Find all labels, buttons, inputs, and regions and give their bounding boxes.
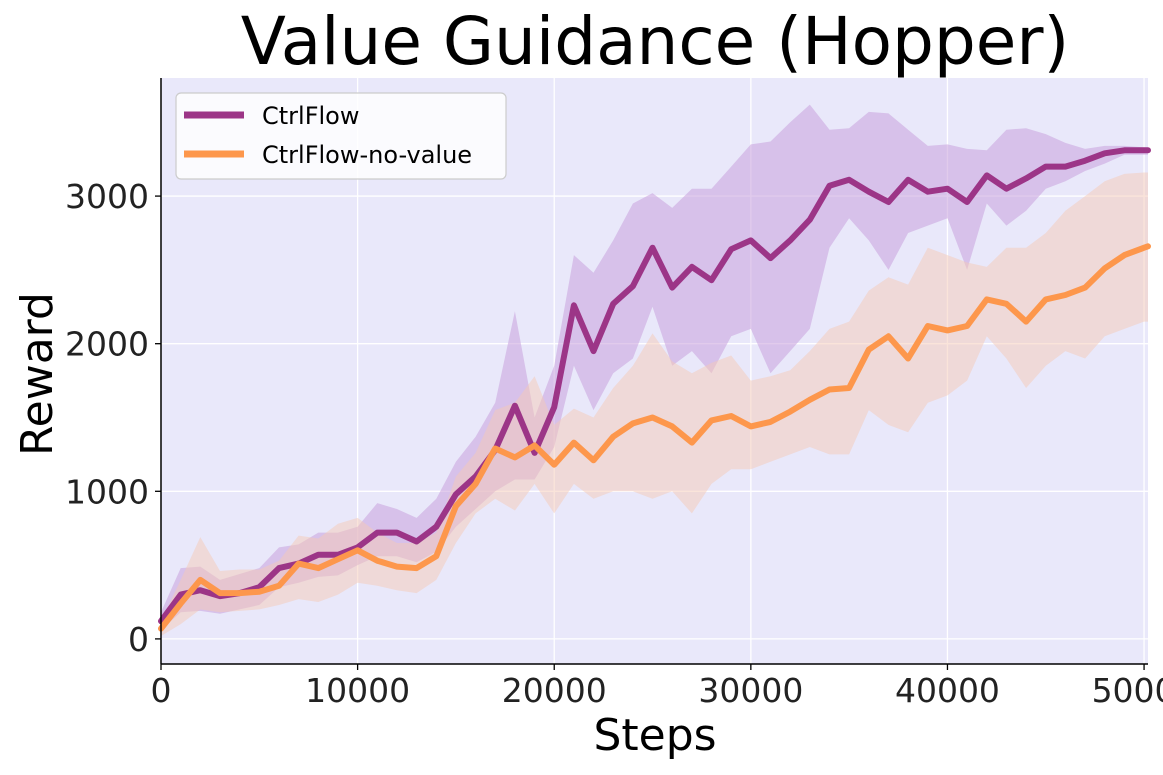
x-tick-label: 0 <box>151 671 172 710</box>
y-tick-label: 0 <box>128 620 149 659</box>
legend: CtrlFlow CtrlFlow-no-value <box>175 92 507 180</box>
y-tick-label: 3000 <box>65 177 149 216</box>
y-tick-label: 1000 <box>65 472 149 511</box>
series-line-ctrlflow <box>158 147 1151 625</box>
y-axis-label: Reward <box>12 292 63 456</box>
x-tick-label: 10000 <box>305 671 410 710</box>
legend-label-ctrlflow-no-value: CtrlFlow-no-value <box>262 141 472 169</box>
confidence-band-ctrlflow <box>161 104 1148 631</box>
y-tick-label: 2000 <box>65 325 149 364</box>
legend-frame <box>175 92 507 180</box>
x-axis-label: Steps <box>593 710 716 761</box>
x-tick-label: 30000 <box>698 671 803 710</box>
x-tick-label: 40000 <box>895 671 1000 710</box>
series-line-ctrlflow-no-value <box>158 243 1151 632</box>
chart-title: Value Guidance (Hopper) <box>241 3 1070 80</box>
x-tick-label: 20000 <box>502 671 607 710</box>
legend-label-ctrlflow: CtrlFlow <box>262 102 360 130</box>
x-tick-label: 50000 <box>1092 671 1163 710</box>
confidence-band-ctrlflow-no-value <box>161 172 1148 636</box>
